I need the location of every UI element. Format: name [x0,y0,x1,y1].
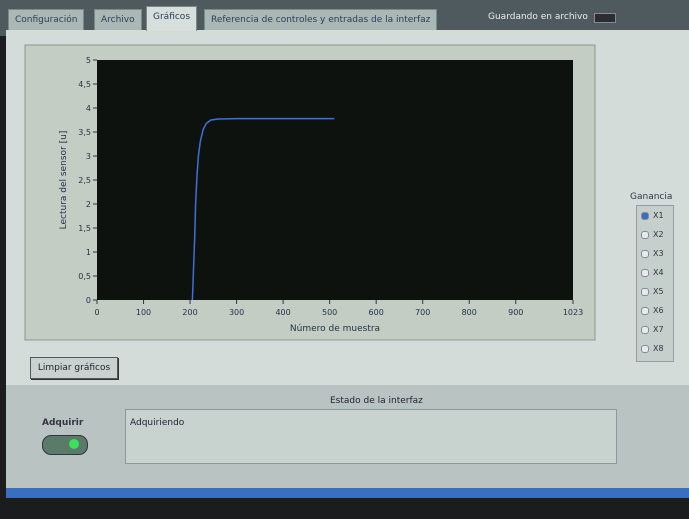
gain-label: X5 [653,287,664,296]
radio [641,345,649,353]
y-tick-label: 1,5 [78,224,91,233]
gain-option[interactable]: X4 [641,263,673,282]
clear-button[interactable]: Limpiar gráficos [30,357,118,379]
acquire-led [69,439,79,449]
x-tick-label: 400 [275,308,290,317]
acquire-toggle[interactable] [42,435,88,455]
plot-area [97,60,573,300]
y-tick-label: 0 [86,296,91,305]
gain-option[interactable]: X2 [641,225,673,244]
radio [641,288,649,296]
gain-option[interactable]: X6 [641,301,673,320]
state-box: Adquiriendo [125,409,617,464]
x-tick-label: 100 [136,308,151,317]
gain-label: X6 [653,306,664,315]
x-tick-label: 700 [415,308,430,317]
x-tick-label: 0 [94,308,99,317]
y-tick-label: 0,5 [78,272,91,281]
radio [641,250,649,258]
acquire-label: Adquirir [42,418,83,428]
x-axis-label: Número de muestra [290,324,380,334]
y-tick-label: 1 [86,248,91,257]
gain-panel: X1 X2 X3 X4 X5 X6 X7 X8 [636,205,674,362]
gain-option[interactable]: X8 [641,339,673,358]
gain-label: X2 [653,230,664,239]
y-tick-label: 4,5 [78,80,91,89]
radio [641,269,649,277]
gain-option[interactable]: X1 [641,206,673,225]
state-text: Adquiriendo [130,418,612,428]
y-tick-label: 2 [86,200,91,209]
radio [641,212,649,220]
y-tick-label: 4 [86,104,91,113]
y-tick-label: 2,5 [78,176,91,185]
x-tick-label: 800 [462,308,477,317]
gain-label: X3 [653,249,664,258]
y-axis-label: Lectura del sensor [u] [59,131,69,230]
radio [641,326,649,334]
gain-label: X4 [653,268,664,277]
radio [641,307,649,315]
gain-option[interactable]: X7 [641,320,673,339]
gain-label: X1 [653,211,664,220]
x-tick-label: 200 [182,308,197,317]
x-tick-label: 1023 [563,308,583,317]
x-tick-label: 600 [369,308,384,317]
x-tick-label: 500 [322,308,337,317]
gain-title: Ganancia [630,192,672,202]
gain-label: X7 [653,325,664,334]
y-tick-label: 5 [86,56,91,65]
y-tick-label: 3 [86,152,91,161]
y-tick-label: 3,5 [78,128,91,137]
gain-option[interactable]: X5 [641,282,673,301]
radio [641,231,649,239]
x-tick-label: 300 [229,308,244,317]
gain-label: X8 [653,344,664,353]
screen: ConfiguraciónArchivoGráficosReferencia d… [0,0,689,519]
state-title: Estado de la interfaz [330,396,423,406]
x-tick-label: 900 [508,308,523,317]
gain-option[interactable]: X3 [641,244,673,263]
